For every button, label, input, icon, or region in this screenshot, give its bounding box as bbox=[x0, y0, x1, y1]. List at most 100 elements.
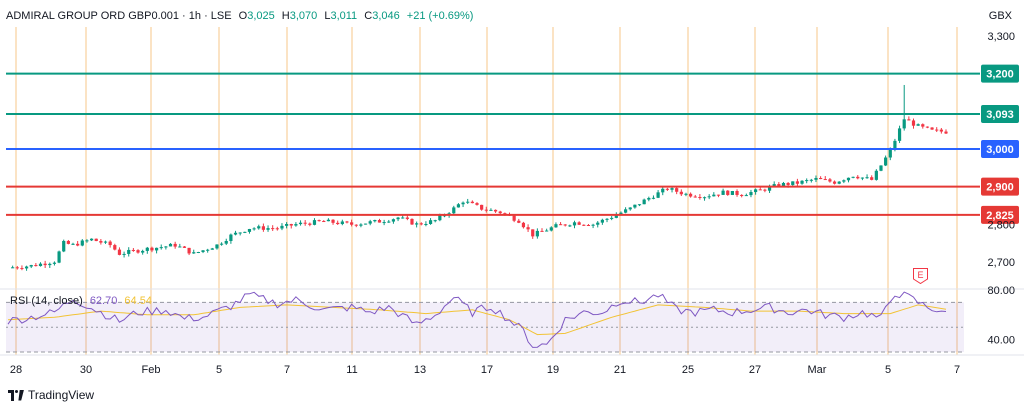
brand-name: TradingView bbox=[28, 388, 95, 402]
candle-body bbox=[554, 224, 558, 228]
candle-body bbox=[647, 197, 651, 200]
candle-body bbox=[312, 220, 317, 225]
candle-body bbox=[480, 204, 484, 210]
candle-body bbox=[428, 220, 433, 224]
candle-body bbox=[814, 178, 818, 180]
candle-body bbox=[549, 227, 553, 231]
candle-body bbox=[419, 223, 423, 225]
candle-body bbox=[470, 201, 474, 204]
candle-body bbox=[387, 221, 391, 223]
candle-body bbox=[336, 222, 340, 225]
candle-body bbox=[80, 240, 84, 246]
candle-body bbox=[108, 241, 112, 246]
candle-body bbox=[187, 247, 191, 254]
time-tick-label: 28 bbox=[10, 364, 22, 376]
candle-body bbox=[916, 124, 920, 126]
level-badge-label: 2,900 bbox=[986, 182, 1014, 194]
level-badge-label: 2,825 bbox=[986, 210, 1014, 222]
candle-body bbox=[860, 177, 865, 179]
candle-body bbox=[289, 224, 293, 226]
candle-body bbox=[689, 193, 693, 197]
candle-body bbox=[368, 221, 372, 224]
earnings-icon[interactable]: E bbox=[913, 268, 928, 284]
candle-body bbox=[141, 250, 145, 253]
symbol-title: ADMIRAL GROUP ORD GBP0.001 · 1h · LSE bbox=[6, 10, 232, 22]
candle-body bbox=[257, 226, 261, 229]
price-candles bbox=[11, 84, 948, 271]
candle-body bbox=[865, 177, 869, 179]
time-tick-label: 11 bbox=[346, 364, 357, 376]
candle-body bbox=[749, 192, 753, 196]
candle-body bbox=[763, 189, 767, 191]
candle-body bbox=[921, 124, 925, 127]
candle-body bbox=[266, 228, 270, 230]
candle-body bbox=[76, 243, 80, 246]
candle-body bbox=[693, 196, 697, 198]
candle-body bbox=[210, 248, 214, 250]
level-badge-label: 3,200 bbox=[986, 69, 1014, 81]
candle-body bbox=[772, 184, 776, 187]
time-tick-label: 13 bbox=[414, 364, 426, 376]
rsi-value: 62.70 bbox=[89, 295, 118, 307]
candle-body bbox=[777, 184, 781, 187]
currency-label: GBX bbox=[988, 10, 1012, 22]
time-tick-label: 5 bbox=[216, 364, 222, 376]
candle-body bbox=[675, 188, 679, 192]
candle-body bbox=[401, 217, 405, 219]
candle-body bbox=[24, 266, 29, 269]
candle-body bbox=[484, 209, 488, 211]
candle-body bbox=[526, 227, 530, 230]
candle-body bbox=[433, 220, 437, 222]
candle-body bbox=[716, 194, 721, 196]
candle-body bbox=[498, 211, 502, 214]
candle-body bbox=[856, 176, 860, 179]
time-tick-label: 7 bbox=[284, 364, 290, 376]
candle-body bbox=[786, 182, 790, 185]
candle-body bbox=[586, 225, 591, 227]
candle-body bbox=[489, 209, 493, 211]
candle-body bbox=[512, 215, 516, 221]
rsi-ma-value: 64.54 bbox=[124, 295, 152, 307]
candle-body bbox=[377, 220, 382, 223]
candle-body bbox=[52, 262, 57, 264]
candle-body bbox=[531, 229, 535, 237]
level-badge bbox=[981, 205, 1019, 224]
rsi-line bbox=[7, 291, 947, 348]
time-tick-label: 17 bbox=[481, 364, 493, 376]
candle-body bbox=[345, 221, 349, 223]
candle-body bbox=[196, 252, 200, 254]
candle-body bbox=[721, 190, 725, 195]
candle-body bbox=[220, 243, 224, 245]
candle-body bbox=[405, 217, 409, 219]
candle-body bbox=[322, 221, 326, 223]
candle-body bbox=[271, 228, 275, 230]
candle-body bbox=[424, 223, 428, 225]
candle-body bbox=[610, 217, 614, 219]
session-separators bbox=[15, 27, 958, 355]
time-tick-label: 27 bbox=[749, 364, 761, 376]
level-badge bbox=[981, 104, 1019, 123]
time-tick-label: 19 bbox=[547, 364, 559, 376]
tradingview-brand[interactable]: TradingView bbox=[8, 388, 94, 402]
candle-body bbox=[373, 220, 377, 222]
candle-body bbox=[168, 243, 173, 247]
price-tick-label: 2,800 bbox=[987, 219, 1015, 231]
candle-body bbox=[837, 181, 841, 184]
candle-body bbox=[907, 119, 911, 121]
candle-body bbox=[391, 219, 396, 222]
candle-body bbox=[326, 219, 331, 222]
candle-body bbox=[294, 224, 298, 226]
candle-body bbox=[846, 177, 851, 181]
candle-body bbox=[679, 191, 683, 195]
candle-body bbox=[85, 240, 89, 242]
rsi-tick-label: 80.00 bbox=[987, 285, 1015, 297]
candle-body bbox=[461, 202, 465, 205]
candle-body bbox=[159, 247, 163, 249]
rsi-legend[interactable]: RSI (14, close) 62.70 64.54 bbox=[10, 295, 152, 307]
time-tick-label: 30 bbox=[80, 364, 92, 376]
candle-body bbox=[795, 181, 800, 184]
candle-body bbox=[466, 201, 470, 203]
candle-body bbox=[308, 223, 312, 225]
time-tick-label: 7 bbox=[954, 364, 960, 376]
